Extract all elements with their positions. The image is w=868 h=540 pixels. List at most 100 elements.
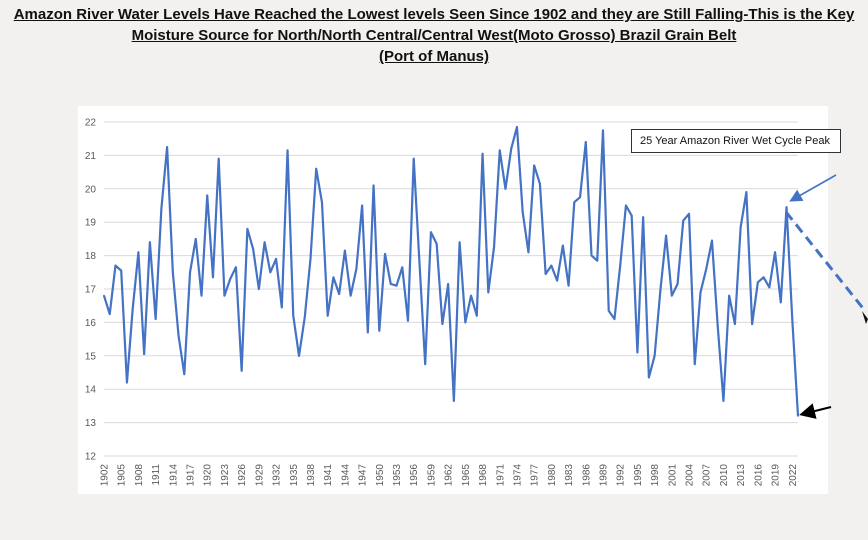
data-point	[567, 284, 570, 287]
data-point	[561, 244, 564, 247]
arrow-to-latest-low	[799, 403, 832, 419]
data-point	[412, 157, 415, 160]
x-tick-label: 2013	[736, 464, 747, 487]
x-tick-label: 2022	[788, 464, 799, 487]
data-point	[332, 276, 335, 279]
annotation-arrows	[784, 174, 868, 419]
data-point	[395, 284, 398, 287]
data-point	[430, 231, 432, 234]
y-tick-label: 17	[85, 285, 97, 296]
data-point	[607, 309, 610, 312]
data-point	[636, 351, 639, 354]
data-point	[120, 269, 123, 272]
x-tick-label: 1947	[358, 464, 369, 487]
data-point	[762, 276, 765, 279]
data-point	[189, 271, 191, 274]
x-tick-label: 1971	[495, 464, 506, 487]
y-tick-label: 12	[85, 452, 97, 463]
x-tick-label: 1956	[409, 464, 420, 487]
data-point	[768, 286, 771, 289]
data-point	[126, 381, 128, 384]
data-point	[527, 251, 530, 254]
data-point	[481, 152, 484, 155]
data-point	[464, 321, 467, 324]
data-point	[493, 246, 495, 249]
data-point	[699, 291, 702, 294]
x-tick-label: 2019	[771, 464, 782, 487]
data-point	[160, 207, 163, 210]
series-layer	[102, 125, 800, 416]
x-tick-label: 2001	[667, 464, 678, 487]
data-point	[613, 318, 616, 320]
x-tick-label: 1959	[426, 464, 437, 487]
data-point	[458, 241, 461, 244]
data-point	[246, 227, 249, 230]
data-point	[389, 283, 392, 285]
data-point	[235, 266, 237, 269]
data-point	[407, 319, 409, 322]
data-point	[452, 399, 455, 402]
data-point	[143, 353, 146, 356]
data-point	[785, 206, 788, 209]
x-tick-label: 1986	[581, 464, 592, 487]
x-tick-label: 1917	[186, 464, 197, 487]
data-point	[447, 283, 450, 285]
x-tick-label: 1914	[168, 464, 179, 487]
data-point	[378, 329, 381, 332]
data-point	[756, 281, 759, 284]
x-tick-label: 2016	[753, 464, 764, 487]
data-point	[292, 314, 295, 317]
data-point	[298, 354, 300, 357]
x-tick-label: 1977	[530, 464, 541, 487]
data-point	[338, 293, 341, 295]
y-axis-ticks: 12 13 14 15 16 17 18 19 20 21 22	[85, 118, 97, 463]
y-tick-label: 15	[85, 351, 97, 362]
data-point	[229, 278, 232, 280]
data-point	[275, 258, 277, 260]
title-line-2: Moisture Source for North/North Central/…	[131, 27, 737, 44]
x-tick-label: 1926	[237, 464, 248, 487]
data-points	[103, 126, 799, 417]
data-point	[659, 289, 662, 292]
x-tick-label: 1923	[220, 464, 231, 487]
y-tick-label: 21	[85, 151, 97, 162]
data-point	[590, 254, 593, 257]
data-point	[326, 314, 329, 317]
data-point	[108, 313, 111, 315]
x-tick-label: 1929	[254, 464, 265, 487]
data-point	[321, 201, 323, 204]
x-tick-label: 1932	[272, 464, 283, 487]
data-point	[533, 164, 536, 167]
data-point	[625, 204, 627, 207]
data-point	[734, 323, 736, 325]
x-tick-label: 1992	[616, 464, 627, 487]
data-point	[177, 334, 180, 337]
y-tick-label: 19	[85, 218, 97, 229]
data-point	[424, 363, 427, 366]
x-tick-label: 1998	[650, 464, 661, 487]
x-tick-label: 2010	[719, 464, 730, 487]
data-point	[739, 226, 742, 229]
data-point	[206, 194, 209, 197]
data-point	[401, 266, 404, 269]
data-point	[148, 241, 151, 244]
data-point	[728, 294, 731, 297]
chart-title: Amazon River Water Levels Have Reached t…	[0, 4, 868, 67]
data-point	[647, 376, 650, 379]
y-tick-label: 20	[85, 184, 97, 195]
data-point	[693, 363, 696, 366]
data-point	[194, 238, 197, 240]
x-tick-label: 1941	[323, 464, 334, 487]
data-point	[343, 249, 346, 252]
data-point	[602, 129, 604, 132]
data-point	[573, 201, 576, 204]
title-line-3: (Port of Manus)	[379, 48, 489, 65]
y-tick-label: 14	[85, 385, 97, 396]
data-point	[774, 251, 776, 254]
data-point	[498, 149, 501, 152]
data-point	[596, 259, 599, 262]
data-point	[544, 273, 547, 275]
data-point	[722, 399, 725, 402]
data-point	[269, 271, 272, 274]
data-point	[166, 146, 168, 148]
